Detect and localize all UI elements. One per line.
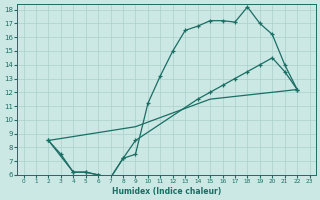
X-axis label: Humidex (Indice chaleur): Humidex (Indice chaleur) xyxy=(112,187,221,196)
